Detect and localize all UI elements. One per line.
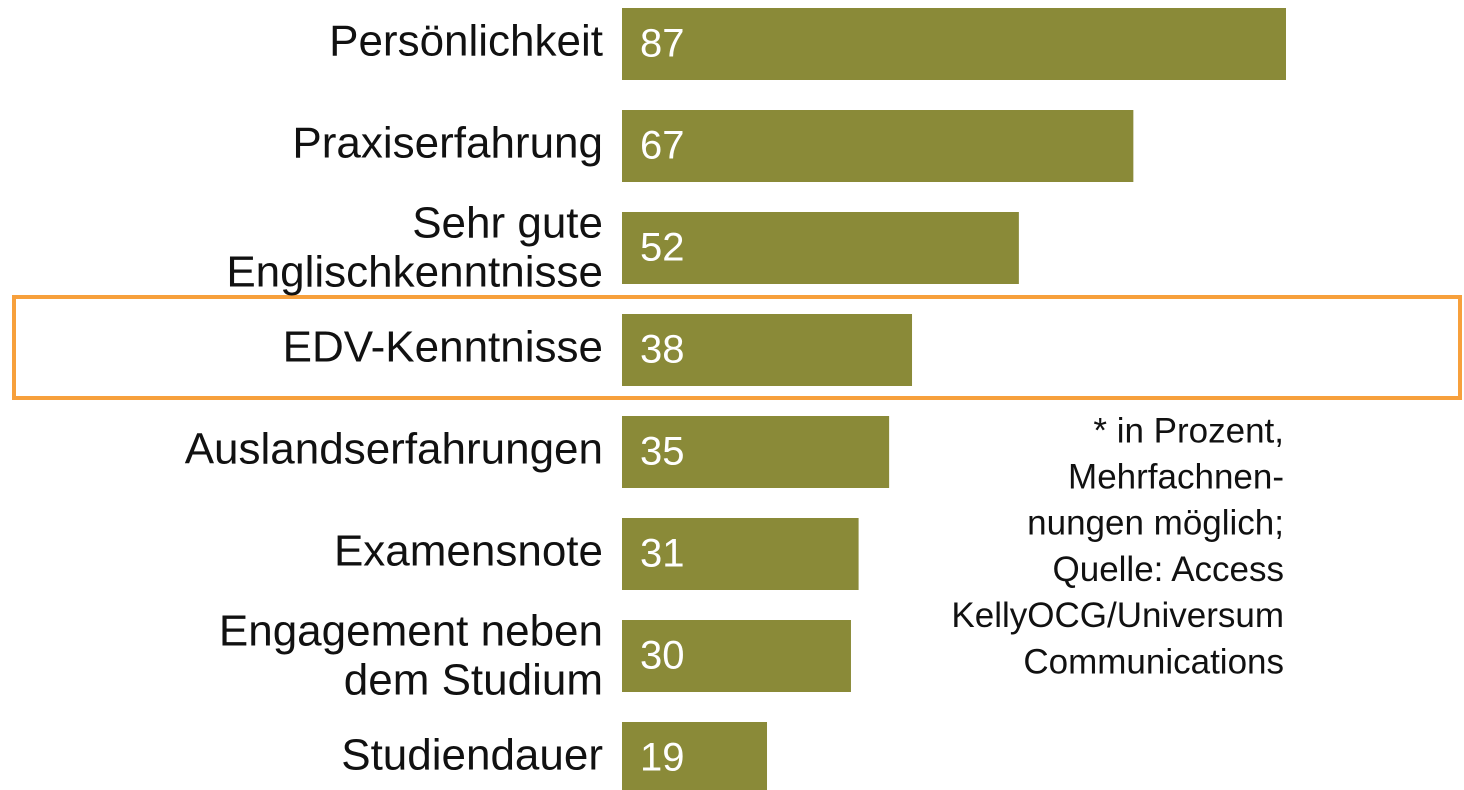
value-label: 35 xyxy=(640,430,685,474)
bar xyxy=(622,314,913,386)
category-label: dem Studium xyxy=(344,656,603,705)
category-label: Examensnote xyxy=(334,527,603,576)
bar xyxy=(622,110,1134,182)
annotation: Quelle: Access xyxy=(1053,550,1285,589)
value-label: 67 xyxy=(640,124,685,168)
category-label: Sehr gute xyxy=(412,199,603,248)
annotation: nungen möglich; xyxy=(1027,504,1284,543)
bar xyxy=(622,518,859,590)
annotation: Mehrfachnen- xyxy=(1068,457,1284,496)
annotation: Communications xyxy=(1023,642,1284,681)
category-label: Praxiserfahrung xyxy=(292,119,603,168)
bar xyxy=(622,212,1019,284)
category-label: Studiendauer xyxy=(341,731,603,780)
category-label: Englischkenntnisse xyxy=(226,248,603,297)
value-label: 87 xyxy=(640,22,685,66)
annotation: KellyOCG/Universum xyxy=(951,596,1284,635)
value-label: 52 xyxy=(640,226,685,270)
annotation: * in Prozent, xyxy=(1093,411,1284,450)
highlight-box xyxy=(12,295,1462,400)
bar xyxy=(622,416,890,488)
bar xyxy=(622,722,768,790)
category-label: Persönlichkeit xyxy=(329,17,603,66)
value-label: 30 xyxy=(640,634,685,678)
category-label: EDV-Kenntnisse xyxy=(283,323,603,372)
bar xyxy=(622,8,1286,80)
value-label: 19 xyxy=(640,736,685,780)
value-label: 38 xyxy=(640,328,685,372)
bar xyxy=(622,620,851,692)
category-label: Engagement neben xyxy=(219,607,603,656)
category-label: Auslandserfahrungen xyxy=(185,425,603,474)
value-label: 31 xyxy=(640,532,685,576)
